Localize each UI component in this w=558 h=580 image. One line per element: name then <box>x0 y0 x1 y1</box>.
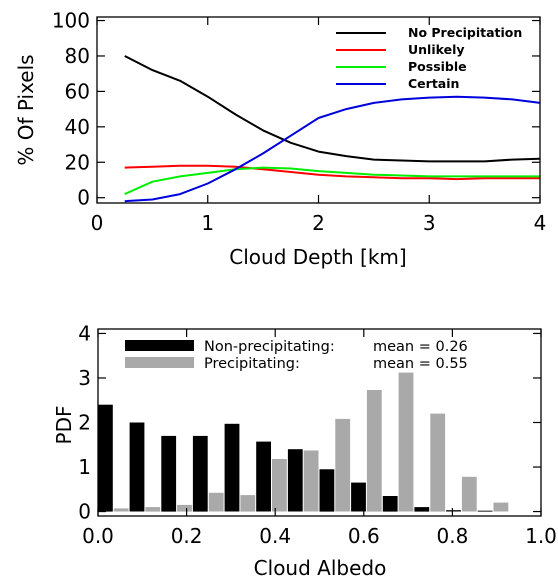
legend-label-no-precipitation: No Precipitation <box>408 25 522 40</box>
albedo-chart-ytick-label: 2 <box>78 411 91 435</box>
bar-non-precipitating <box>319 469 335 512</box>
depth-chart-xlabel: Cloud Depth [km] <box>229 245 406 269</box>
depth-chart-ytick-label: 80 <box>65 44 90 68</box>
depth-chart-lines <box>124 55 541 203</box>
series-line-certain <box>124 95 541 203</box>
depth-chart-ylabel: % Of Pixels <box>14 54 38 165</box>
bar-precipitating <box>398 372 414 512</box>
legend-swatch-non-precipitating <box>125 340 194 351</box>
depth-chart-xtick-label: 2 <box>312 211 325 235</box>
legend-label-non-precipitating: Non-precipitating: <box>204 339 335 355</box>
albedo-chart-xtick-label: 1.0 <box>525 524 557 548</box>
albedo-chart-xtick-label: 0.4 <box>259 524 291 548</box>
albedo-chart-xlabel: Cloud Albedo <box>254 556 387 580</box>
bar-non-precipitating <box>161 435 177 512</box>
albedo-chart-ytick-label: 1 <box>78 455 91 479</box>
albedo-chart-ticks: 0.0 0.2 0.4 0.6 0.8 1.0 0 1 2 3 4 <box>78 321 557 548</box>
depth-chart-legend: No Precipitation Unlikely Possible Certa… <box>336 25 522 91</box>
bar-non-precipitating <box>256 441 271 512</box>
legend-label-unlikely: Unlikely <box>408 42 465 57</box>
depth-chart-ytick-label: 20 <box>65 150 90 174</box>
bar-non-precipitating <box>287 449 303 512</box>
bar-precipitating <box>272 459 287 512</box>
bar-non-precipitating <box>224 423 240 512</box>
bar-non-precipitating <box>129 422 145 512</box>
bar-precipitating <box>240 495 256 512</box>
legend-label-precipitating: Precipitating: <box>204 356 300 372</box>
bar-non-precipitating <box>382 496 398 512</box>
bar-non-precipitating <box>446 510 461 512</box>
series-line-no-precipitation <box>124 55 541 163</box>
albedo-chart-xtick-label: 0.0 <box>82 524 114 548</box>
bar-non-precipitating <box>477 510 493 512</box>
albedo-chart-xtick-label: 0.2 <box>171 524 203 548</box>
bar-precipitating <box>430 413 446 512</box>
albedo-chart: 0.0 0.2 0.4 0.6 0.8 1.0 0 1 2 3 4 Cloud Albedo PDF… <box>52 321 557 580</box>
albedo-chart-ytick-label: 4 <box>78 321 91 345</box>
legend-swatch-precipitating <box>125 357 194 368</box>
bar-precipitating <box>303 450 319 512</box>
depth-chart-ytick-label: 40 <box>65 115 90 139</box>
bar-precipitating <box>335 418 351 512</box>
depth-chart-ytick-label: 100 <box>52 9 90 33</box>
bar-non-precipitating <box>192 435 208 512</box>
albedo-chart-legend: Non-precipitating: mean = 0.26 Precipita… <box>125 339 468 372</box>
albedo-chart-bars <box>98 372 509 512</box>
bar-non-precipitating <box>98 404 113 512</box>
albedo-chart-xtick-label: 0.6 <box>348 524 380 548</box>
bar-precipitating <box>145 507 161 512</box>
bar-non-precipitating <box>351 482 366 512</box>
albedo-chart-ytick-label: 3 <box>78 366 91 390</box>
albedo-chart-ytick-label: 0 <box>78 500 91 524</box>
legend-stat-non-precipitating: mean = 0.26 <box>373 339 468 355</box>
depth-chart-xtick-label: 3 <box>423 211 436 235</box>
depth-chart-xtick-label: 0 <box>91 211 104 235</box>
bar-precipitating <box>208 492 224 512</box>
legend-label-possible: Possible <box>408 59 467 74</box>
bar-precipitating <box>493 502 509 512</box>
bar-precipitating <box>177 504 192 512</box>
bar-precipitating <box>113 508 129 512</box>
albedo-chart-ylabel: PDF <box>52 406 76 445</box>
depth-chart-ytick-label: 0 <box>77 186 90 210</box>
depth-chart-ytick-label: 60 <box>65 79 90 103</box>
depth-chart-xtick-label: 1 <box>201 211 214 235</box>
depth-chart-xtick-label: 4 <box>534 211 547 235</box>
series-line-possible <box>124 166 540 196</box>
legend-label-certain: Certain <box>408 76 459 91</box>
series-line-unlikely <box>124 164 540 181</box>
bar-non-precipitating <box>414 507 430 512</box>
albedo-chart-xtick-label: 0.8 <box>436 524 468 548</box>
legend-stat-precipitating: mean = 0.55 <box>373 356 468 372</box>
bar-precipitating <box>366 390 382 512</box>
bar-precipitating <box>461 476 477 512</box>
